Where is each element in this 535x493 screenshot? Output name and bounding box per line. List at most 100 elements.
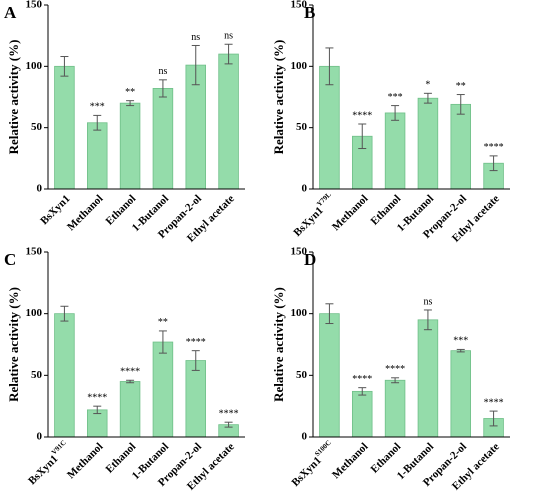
significance-label: ns	[224, 31, 233, 42]
error-bar	[358, 387, 367, 396]
significance-label: ****	[120, 367, 140, 378]
significance-label: ns	[191, 32, 200, 43]
panel-label: D	[304, 250, 316, 269]
error-bar	[456, 348, 465, 353]
y-tick-label: 50	[31, 369, 43, 381]
category-superscript: Y79L	[315, 190, 333, 208]
significance-label: ***	[388, 92, 403, 103]
y-tick-label: 0	[37, 431, 43, 443]
bar	[54, 313, 75, 438]
x-tick-label: Methanol	[65, 192, 105, 232]
category-name: BsXyn1	[291, 204, 325, 238]
bar	[152, 341, 174, 438]
y-tick-label: 150	[26, 246, 43, 258]
category-superscript: V91C	[50, 438, 68, 456]
bar	[319, 313, 340, 438]
x-tick-label: Methanol	[330, 440, 370, 480]
bar	[417, 319, 439, 438]
panel-label: A	[4, 3, 17, 22]
category-name: BsXyn1	[289, 454, 323, 488]
y-tick-label: 0	[302, 183, 308, 195]
x-tick-label: BsXyn1Y79L	[289, 190, 338, 239]
bar	[119, 102, 141, 190]
panel: BsXyn1***Methanol**Ethanolns1-ButanolnsP…	[4, 0, 245, 244]
x-tick-label: BsXyn1S100C	[287, 438, 337, 488]
category-name: Methanol	[65, 440, 105, 480]
error-bar	[325, 47, 334, 86]
y-tick-label: 100	[26, 307, 43, 319]
significance-label: ****	[484, 397, 504, 408]
y-tick-label: 150	[291, 246, 308, 258]
significance-label: *	[425, 80, 430, 91]
error-bar	[191, 350, 200, 371]
bar	[417, 97, 439, 190]
error-bar	[60, 305, 69, 322]
bar	[450, 103, 471, 190]
bar	[119, 381, 141, 438]
y-tick-label: 50	[296, 121, 308, 133]
panel-label: C	[4, 250, 16, 269]
category-name: Methanol	[330, 440, 370, 480]
significance-label: ns	[158, 66, 167, 77]
panel: BsXyn1Y79L****Methanol***Ethanol*1-Butan…	[271, 0, 510, 244]
x-tick-label: Methanol	[330, 192, 370, 232]
error-bar	[423, 309, 432, 331]
error-bar	[93, 405, 102, 415]
bar	[185, 360, 206, 438]
bar	[384, 379, 406, 438]
y-tick-label: 100	[26, 60, 43, 72]
significance-label: ****	[385, 364, 405, 375]
significance-label: ****	[352, 110, 372, 121]
category-name: Methanol	[330, 192, 370, 232]
y-tick-label: 0	[37, 183, 43, 195]
bar	[87, 122, 108, 190]
significance-label: ****	[484, 142, 504, 153]
bar	[218, 53, 239, 190]
significance-label: **	[158, 317, 168, 328]
y-tick-label: 100	[291, 60, 308, 72]
error-bar	[423, 92, 432, 104]
category-superscript: S100C	[313, 438, 332, 457]
error-bar	[158, 79, 167, 98]
y-tick-label: 0	[302, 431, 308, 443]
panel-label: B	[304, 3, 315, 22]
significance-label: ***	[453, 336, 468, 347]
error-bar	[126, 379, 135, 384]
significance-label: ****	[219, 408, 239, 419]
panel: BsXyn1S100C****Methanol****Ethanolns1-Bu…	[271, 246, 510, 492]
error-bar	[391, 105, 400, 121]
y-tick-label: 50	[296, 369, 308, 381]
bar	[152, 88, 174, 190]
error-bar	[126, 100, 135, 107]
error-bar	[489, 155, 498, 172]
bar	[351, 390, 373, 438]
y-tick-label: 100	[291, 307, 308, 319]
category-name: BsXyn1	[26, 453, 60, 487]
significance-label: ****	[352, 374, 372, 385]
error-bar	[391, 377, 400, 384]
error-bar	[325, 303, 334, 325]
significance-label: ***	[90, 102, 105, 113]
error-bar	[224, 421, 233, 428]
bar	[54, 65, 75, 190]
significance-label: **	[125, 87, 135, 98]
error-bar	[358, 123, 367, 150]
error-bar	[489, 410, 498, 427]
y-tick-label: 150	[291, 0, 308, 11]
significance-label: ns	[423, 296, 432, 307]
y-tick-label: 50	[31, 121, 43, 133]
y-axis-label: Relative activity (%)	[271, 40, 286, 155]
significance-label: **	[456, 81, 466, 92]
y-tick-label: 150	[26, 0, 43, 11]
error-bar	[456, 94, 465, 115]
error-bar	[224, 43, 233, 65]
significance-label: ****	[87, 392, 107, 403]
error-bar	[93, 114, 102, 131]
error-bar	[191, 44, 200, 86]
x-tick-label: Methanol	[65, 440, 105, 480]
category-name: Methanol	[65, 192, 105, 232]
error-bar	[158, 330, 167, 354]
y-axis-label: Relative activity (%)	[271, 287, 286, 402]
bar	[450, 350, 471, 438]
